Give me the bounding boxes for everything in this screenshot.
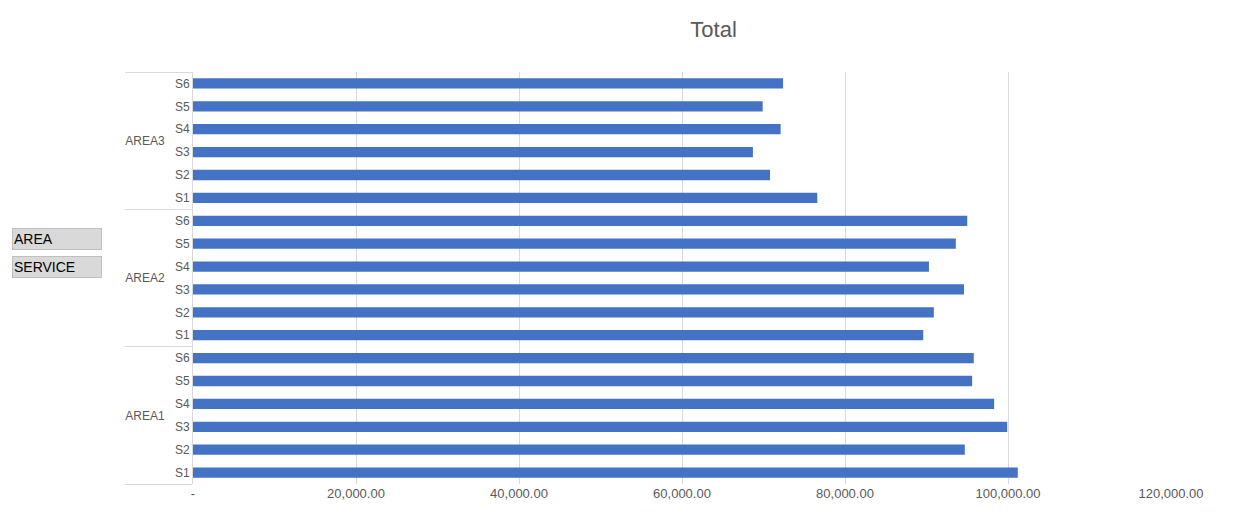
svg-text:S5: S5 bbox=[175, 237, 190, 251]
svg-text:S1: S1 bbox=[175, 466, 190, 480]
svg-text:S6: S6 bbox=[175, 214, 190, 228]
svg-text:S6: S6 bbox=[175, 77, 190, 91]
svg-text:S4: S4 bbox=[175, 260, 190, 274]
svg-text:S2: S2 bbox=[175, 306, 190, 320]
svg-text:S3: S3 bbox=[175, 283, 190, 297]
svg-text:S1: S1 bbox=[175, 191, 190, 205]
svg-text:100,000.00: 100,000.00 bbox=[975, 486, 1040, 501]
svg-text:AREA3: AREA3 bbox=[125, 134, 165, 148]
svg-text:AREA2: AREA2 bbox=[125, 271, 165, 285]
svg-text:S2: S2 bbox=[175, 168, 190, 182]
svg-text:-: - bbox=[191, 486, 195, 501]
svg-text:S2: S2 bbox=[175, 443, 190, 457]
svg-text:60,000.00: 60,000.00 bbox=[653, 486, 711, 501]
svg-text:SERVICE: SERVICE bbox=[14, 259, 75, 275]
svg-text:S1: S1 bbox=[175, 328, 190, 342]
svg-text:S3: S3 bbox=[175, 420, 190, 434]
svg-text:AREA: AREA bbox=[14, 231, 53, 247]
svg-text:S5: S5 bbox=[175, 100, 190, 114]
svg-text:S4: S4 bbox=[175, 122, 190, 136]
svg-text:120,000.00: 120,000.00 bbox=[1138, 486, 1203, 501]
svg-text:S5: S5 bbox=[175, 374, 190, 388]
svg-text:S4: S4 bbox=[175, 397, 190, 411]
svg-text:S6: S6 bbox=[175, 351, 190, 365]
svg-text:AREA1: AREA1 bbox=[125, 409, 165, 423]
svg-text:Total: Total bbox=[690, 17, 736, 42]
svg-text:20,000.00: 20,000.00 bbox=[327, 486, 385, 501]
svg-text:80,000.00: 80,000.00 bbox=[816, 486, 874, 501]
svg-text:40,000.00: 40,000.00 bbox=[490, 486, 548, 501]
svg-text:S3: S3 bbox=[175, 145, 190, 159]
